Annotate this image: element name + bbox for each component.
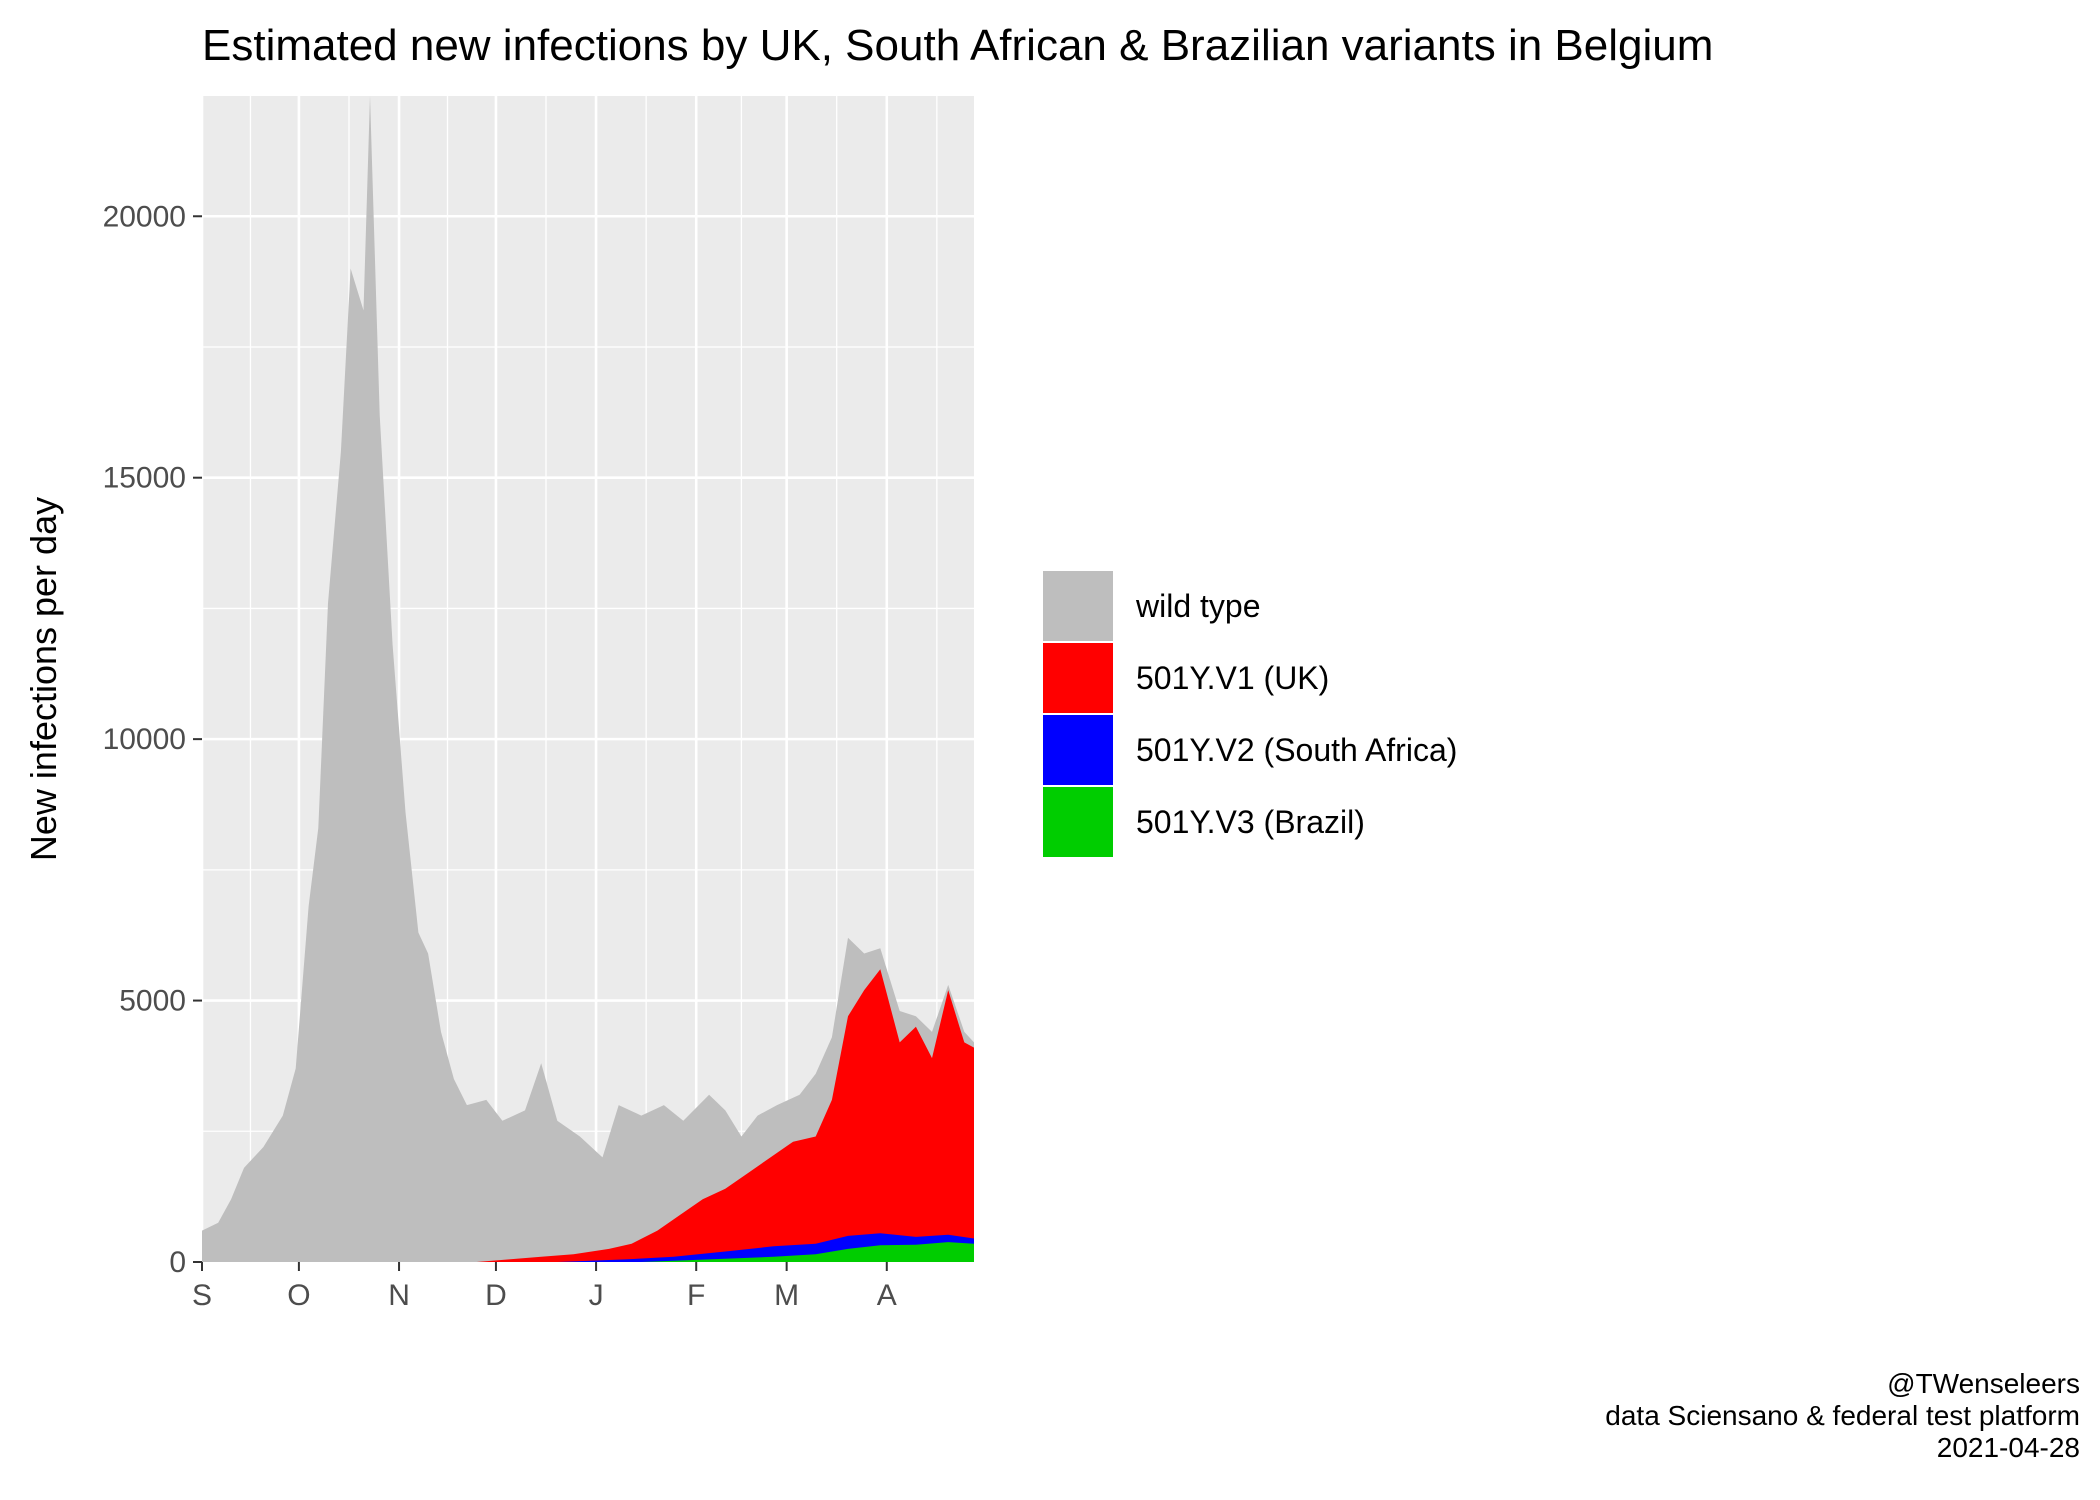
x-tick-label: S <box>192 1279 212 1312</box>
chart-title: Estimated new infections by UK, South Af… <box>202 21 1713 70</box>
y-tick-label: 15000 <box>103 462 186 495</box>
legend-label-wild-type: wild type <box>1135 588 1261 624</box>
legend-label-501y-v3-brazil: 501Y.V3 (Brazil) <box>1136 804 1365 840</box>
caption: @TWenseleers data Sciensano & federal te… <box>1605 1368 2080 1464</box>
legend-key-501y-v3-brazil <box>1041 785 1115 859</box>
y-tick-label: 5000 <box>119 985 186 1018</box>
y-tick-label: 10000 <box>103 723 186 756</box>
x-tick-label: F <box>687 1279 705 1312</box>
caption-date: 2021-04-28 <box>1936 1432 2080 1463</box>
series-area-501y-v1-uk <box>202 969 974 1262</box>
legend-label-501y-v2-south-africa: 501Y.V2 (South Africa) <box>1136 732 1457 768</box>
y-tick-label: 0 <box>169 1246 186 1279</box>
y-axis-title: New infections per day <box>23 497 64 861</box>
x-tick-label: M <box>774 1279 799 1312</box>
x-tick-label: A <box>877 1279 897 1312</box>
legend-key-501y-v2-south-africa <box>1041 713 1115 787</box>
series-area-501y-v3-brazil <box>202 1242 974 1262</box>
series-areas <box>202 96 974 1262</box>
legend: wild type 501Y.V1 (UK) 501Y.V2 (South Afri… <box>1041 569 1457 859</box>
x-tick-label: O <box>287 1279 310 1312</box>
legend-key-501y-v1-uk <box>1041 641 1115 715</box>
x-tick-label: J <box>589 1279 604 1312</box>
y-tick-label: 20000 <box>103 200 186 233</box>
caption-author: @TWenseleers <box>1887 1368 2080 1399</box>
series-area-wild-type <box>202 96 974 1262</box>
legend-label-501y-v1-uk: 501Y.V1 (UK) <box>1136 660 1329 696</box>
series-area-501y-v2-south-africa <box>202 1233 974 1262</box>
x-tick-label: D <box>485 1279 507 1312</box>
y-axis: 0 5000 10000 15000 20000 <box>103 200 202 1279</box>
x-tick-label: N <box>388 1279 410 1312</box>
caption-source: data Sciensano & federal test platform <box>1605 1400 2080 1431</box>
legend-key-wild-type <box>1041 569 1115 643</box>
